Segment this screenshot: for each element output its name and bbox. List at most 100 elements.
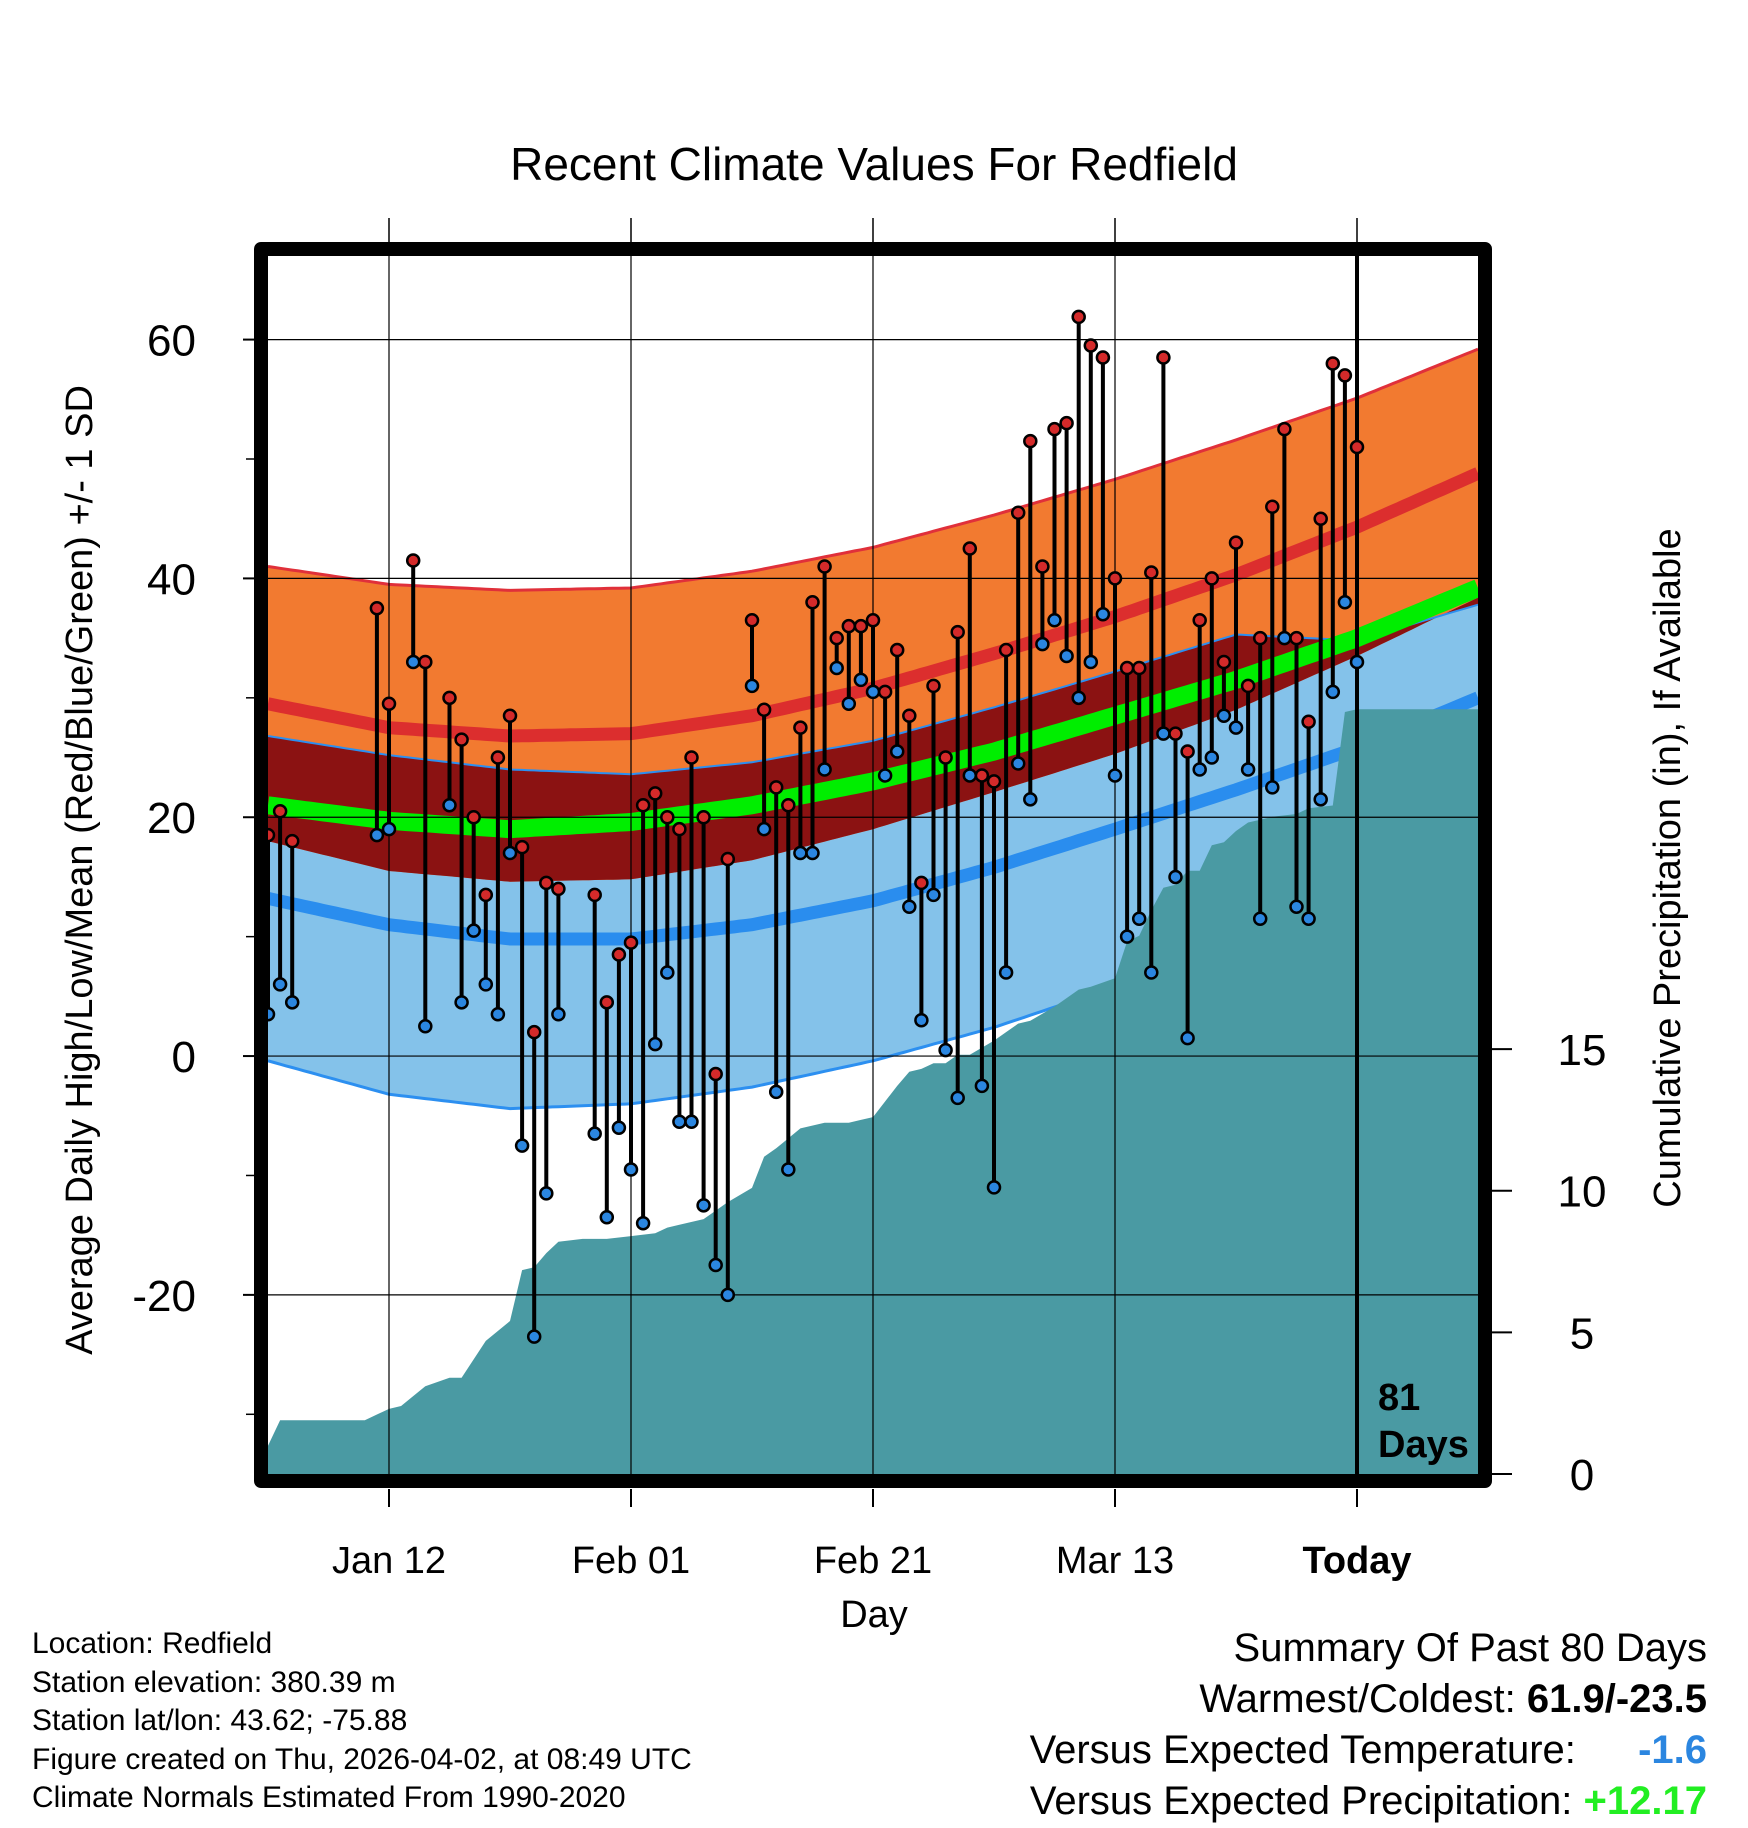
high-point [1047, 421, 1062, 437]
high-point [1252, 630, 1268, 646]
overlap-band [268, 597, 1478, 882]
low-point [938, 1042, 953, 1058]
high-point [1180, 744, 1195, 759]
low-point [647, 1036, 663, 1052]
high-point [1010, 505, 1026, 520]
info-elevation: Station elevation: 380.39 m [32, 1665, 396, 1699]
low-point [611, 1120, 627, 1135]
low-point [539, 1186, 554, 1201]
high-point [442, 690, 457, 706]
high-point [986, 774, 1002, 789]
low-point [841, 696, 857, 712]
days-unit-label: Days [1378, 1424, 1469, 1466]
high-point [599, 995, 615, 1010]
low-point [454, 995, 469, 1010]
low-point [418, 1018, 433, 1034]
info-normals: Climate Normals Estimated From 1990-2020 [32, 1781, 626, 1814]
low-point [684, 1114, 699, 1129]
low-point [1192, 762, 1207, 777]
high-point [756, 702, 772, 718]
daily-temperature-stems [260, 309, 1365, 1344]
low-point [1119, 929, 1135, 944]
low-point [986, 1180, 1002, 1195]
low-point [720, 1287, 736, 1303]
temperature-label: Versus Expected Temperature: [1029, 1728, 1576, 1772]
low-point [1277, 630, 1292, 646]
high-point [1240, 678, 1256, 694]
high-point [1349, 439, 1365, 455]
low-point [889, 744, 905, 759]
low-point [1156, 726, 1171, 741]
low-point [1083, 654, 1099, 670]
high-point [1313, 511, 1328, 526]
high-point [369, 601, 385, 616]
low-point [1252, 911, 1268, 926]
high-point [720, 851, 736, 867]
y2-tick-label: 0 [1570, 1451, 1594, 1500]
high-point [1059, 415, 1074, 431]
high-point [998, 642, 1014, 658]
high-point [672, 821, 687, 837]
high-point [793, 720, 808, 735]
y2-tick-label: 15 [1558, 1026, 1607, 1075]
low-point [1180, 1030, 1195, 1046]
high-point [1277, 421, 1292, 437]
low-point [660, 965, 675, 980]
low-point [793, 845, 808, 861]
high-point [853, 618, 869, 634]
low-point [1059, 648, 1074, 664]
low-point [865, 684, 881, 700]
high-point [938, 750, 953, 765]
low-point [1349, 654, 1365, 670]
high-point [865, 612, 881, 628]
high-point [526, 1024, 542, 1040]
y2-axis-label: Cumulative Precipitation (in), If Availa… [1647, 528, 1689, 1207]
info-location: Location: Redfield [32, 1627, 273, 1660]
days-count-label: 81 [1378, 1377, 1420, 1419]
low-point [962, 768, 978, 783]
low-point [1035, 636, 1050, 652]
low-point [1289, 899, 1304, 915]
high-point [514, 839, 530, 855]
low-point [1144, 965, 1159, 980]
y-axis-label: Average Daily High/Low/Mean (Red/Blue/Gr… [59, 385, 101, 1355]
low-point [1228, 720, 1244, 735]
warmest-coldest-label: Warmest/Coldest: [1199, 1677, 1516, 1721]
x-tick-label: Today [1302, 1540, 1411, 1582]
high-point [623, 935, 639, 950]
high-point [889, 642, 905, 658]
y-tick-label: -20 [132, 1272, 196, 1321]
low-point [1313, 792, 1328, 807]
low-point [490, 1007, 506, 1022]
high-point [1228, 535, 1244, 550]
high-point [877, 684, 893, 700]
low-point [1301, 911, 1316, 926]
high-point [1289, 630, 1304, 646]
high-point [611, 947, 627, 962]
high-point [405, 553, 421, 568]
high-point [454, 732, 469, 747]
low-point [998, 965, 1014, 980]
low-point [478, 977, 494, 992]
low-point [369, 827, 385, 843]
high-point [950, 624, 965, 640]
high-point [962, 541, 978, 556]
x-tick-label: Feb 01 [572, 1540, 690, 1582]
low-point [635, 1215, 651, 1231]
y2-tick-label: 10 [1558, 1168, 1607, 1217]
low-point [1010, 756, 1026, 771]
low-point [805, 845, 820, 861]
low-point [466, 923, 481, 938]
low-point [1047, 612, 1062, 628]
high-point [381, 696, 397, 712]
chart-title: Recent Climate Values For Redfield [510, 138, 1238, 190]
top-tick-marks [388, 218, 1358, 244]
high-point [902, 708, 917, 723]
precipitation-value: +12.17 [1583, 1779, 1707, 1823]
high-point [1083, 338, 1099, 353]
low-point [974, 1078, 990, 1094]
high-point [551, 881, 566, 897]
high-point [708, 1066, 723, 1082]
high-point [272, 804, 288, 819]
